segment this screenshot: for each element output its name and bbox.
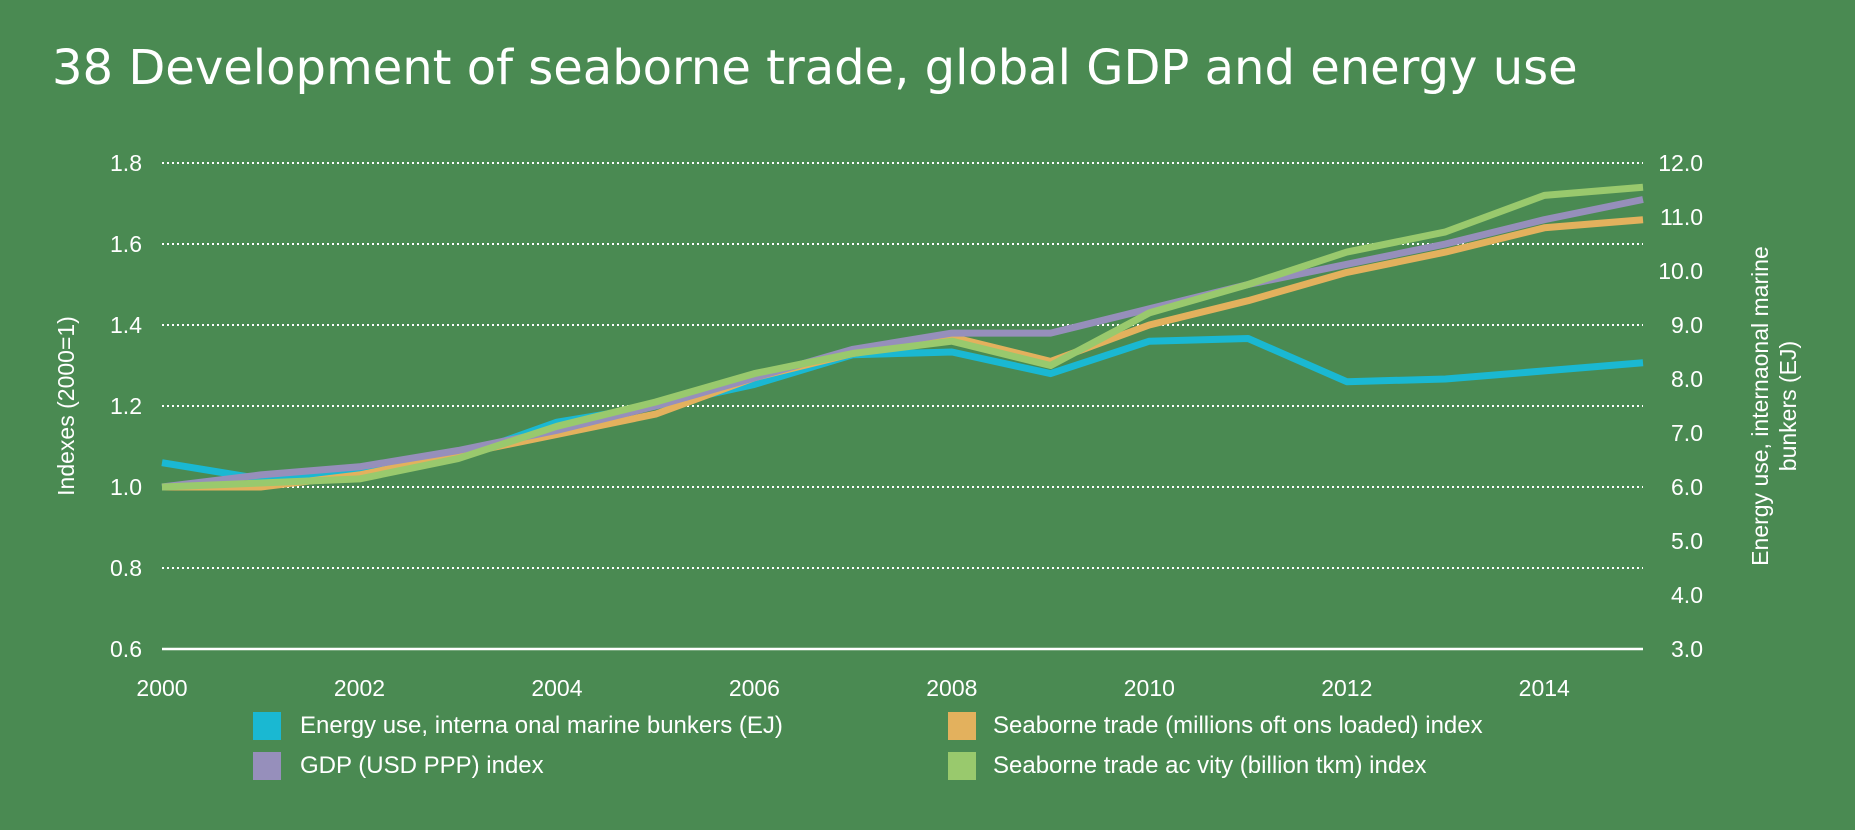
y2-tick-label: 9.0 [1671, 312, 1703, 338]
series-line-4 [161, 183, 1644, 491]
y2-tick-label: 3.0 [1671, 636, 1703, 662]
axes: 0.6 0.8 1.0 1.2 1.4 1.6 1.8 3.0 4.0 5.0 6.0 7.0 8.0 9… [53, 150, 1801, 701]
y2-tick-label: 10.0 [1658, 258, 1703, 284]
legend-label-3: GDP (USD PPP) index [300, 752, 544, 779]
gridlines [162, 162, 1643, 651]
legend-label-2: Seaborne trade (millions oft ons loaded)… [993, 712, 1483, 739]
x-tick-label: 2014 [1519, 675, 1570, 701]
y2-axis-title-line2: bunkers (EJ) [1775, 341, 1801, 471]
x-tick-label: 2012 [1321, 675, 1372, 701]
chart-title: 38 Development of seaborne trade, global… [52, 40, 1578, 96]
y2-tick-label: 5.0 [1671, 528, 1703, 554]
y-axis-title: Indexes (2000=1) [53, 316, 79, 496]
y2-tick-label: 6.0 [1671, 474, 1703, 500]
x-tick-label: 2008 [926, 675, 977, 701]
series-lines [161, 183, 1644, 491]
y-tick-label: 1.6 [110, 231, 142, 257]
y-tick-label: 1.8 [110, 150, 142, 176]
y-tick-label: 1.4 [110, 312, 142, 338]
x-tick-label: 2002 [334, 675, 385, 701]
x-tick-label: 2006 [729, 675, 780, 701]
y2-tick-label: 7.0 [1671, 420, 1703, 446]
legend-label-1: Energy use, interna onal marine bunkers … [300, 712, 783, 739]
y2-tick-label: 11.0 [1660, 204, 1703, 230]
y-tick-label: 0.8 [110, 555, 142, 581]
y-tick-label: 1.0 [110, 474, 142, 500]
y-tick-label: 0.6 [110, 636, 142, 662]
x-tick-label: 2004 [531, 675, 582, 701]
legend-swatch-3 [253, 752, 281, 780]
y2-tick-label: 12.0 [1658, 150, 1703, 176]
legend-label-4: Seaborne trade ac vity (billion tkm) ind… [993, 752, 1427, 779]
y2-tick-label: 4.0 [1671, 582, 1703, 608]
legend-swatch-4 [948, 752, 976, 780]
y2-tick-label: 8.0 [1671, 366, 1703, 392]
y2-axis-title-line1: Energy use, internaonal marine [1747, 246, 1773, 566]
x-tick-label: 2000 [136, 675, 187, 701]
legend-swatch-2 [948, 712, 976, 740]
legend: Energy use, interna onal marine bunkers … [253, 712, 1483, 780]
legend-swatch-1 [253, 712, 281, 740]
series-line-1 [161, 335, 1644, 483]
series-line-3 [161, 196, 1644, 491]
x-tick-label: 2010 [1124, 675, 1175, 701]
y-tick-label: 1.2 [110, 393, 142, 419]
